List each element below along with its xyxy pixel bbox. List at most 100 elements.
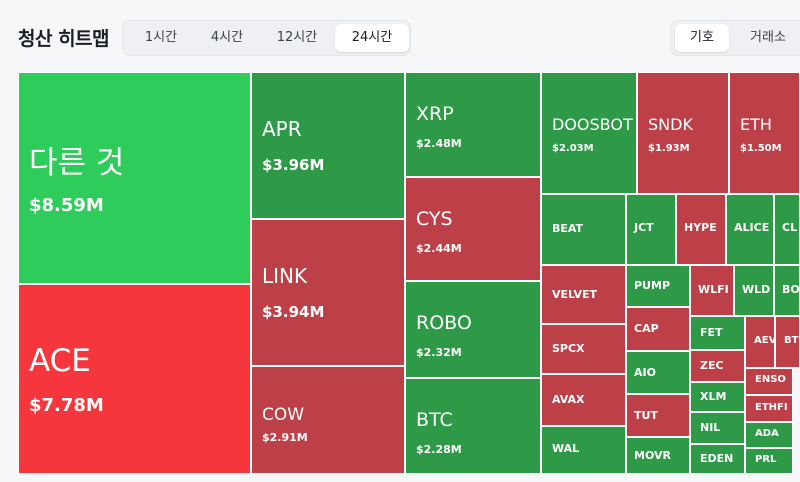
treemap-tile[interactable]: NIL <box>690 412 745 444</box>
tile-amount: $1.93M <box>648 143 690 154</box>
tile-symbol: BO <box>782 283 800 296</box>
tile-symbol: ETH <box>740 115 772 134</box>
tile-symbol: 다른 것 <box>29 145 125 181</box>
treemap-tile[interactable]: ADA <box>745 422 793 448</box>
treemap-tile[interactable]: HYPE <box>676 194 726 265</box>
tile-amount: $2.03M <box>552 143 594 154</box>
treemap-tile[interactable]: ROBO $2.32M <box>405 281 541 378</box>
tile-symbol: ADA <box>755 428 779 439</box>
treemap-tile[interactable]: PUMP <box>626 265 690 307</box>
treemap-tile[interactable]: ACE $7.78M <box>18 284 251 474</box>
tile-symbol: BTC <box>416 409 453 431</box>
tile-symbol: XLM <box>700 390 727 403</box>
tile-symbol: PUMP <box>634 279 671 292</box>
tile-symbol: DOOSBOT <box>552 115 633 134</box>
page-title: 청산 히트맵 <box>18 28 110 50</box>
treemap-tile[interactable]: BTC $2.28M <box>405 378 541 474</box>
tile-symbol: JCT <box>634 221 654 234</box>
treemap-tile[interactable]: APR $3.96M <box>251 72 405 219</box>
tile-symbol: MOVR <box>634 449 671 462</box>
tile-symbol: NIL <box>700 421 721 434</box>
tile-symbol: CYS <box>416 208 453 230</box>
tile-symbol: COW <box>262 405 305 425</box>
treemap-tile[interactable]: ALICE <box>726 194 774 265</box>
treemap-tile[interactable]: MOVR <box>626 437 690 474</box>
treemap-tile[interactable]: FET <box>690 316 745 350</box>
header-bar: 청산 히트맵 1시간 4시간 12시간 24시간 기호 거래소 <box>0 0 800 72</box>
tile-symbol: FET <box>700 326 723 339</box>
treemap-tile[interactable]: VELVET <box>541 265 626 324</box>
treemap-tile[interactable]: DOOSBOT $2.03M <box>541 72 637 194</box>
tile-amount: $3.96M <box>262 156 325 174</box>
tile-amount: $2.44M <box>416 242 462 255</box>
tile-symbol: APR <box>262 117 302 141</box>
tile-symbol: XRP <box>416 103 454 125</box>
time-option-1h[interactable]: 1시간 <box>144 30 178 45</box>
tile-symbol: ZEC <box>700 359 724 372</box>
treemap-tile[interactable]: XRP $2.48M <box>405 72 541 177</box>
treemap-tile[interactable]: TUT <box>626 394 690 437</box>
tile-symbol: WLFI <box>698 283 729 296</box>
group-option-symbol[interactable]: 기호 <box>675 24 729 52</box>
time-option-12h[interactable]: 12시간 <box>276 30 318 45</box>
treemap-tile[interactable]: ZEC <box>690 350 745 382</box>
treemap-tile[interactable]: JCT <box>626 194 676 265</box>
treemap-tile[interactable]: WAL <box>541 426 626 474</box>
tile-amount: $2.48M <box>416 137 462 150</box>
treemap-tile[interactable]: WLD <box>734 265 774 316</box>
treemap-tile[interactable]: ETHFI <box>745 395 793 422</box>
tile-symbol: WAL <box>552 442 580 455</box>
tile-symbol: ALICE <box>734 221 770 234</box>
treemap-tile[interactable]: ENSO <box>745 368 793 395</box>
tile-symbol: VELVET <box>552 288 598 301</box>
time-option-4h[interactable]: 4시간 <box>210 30 244 45</box>
tile-amount: $2.91M <box>262 431 308 444</box>
treemap-tile[interactable]: AEV <box>745 316 775 368</box>
tile-amount: $2.32M <box>416 346 462 359</box>
group-by-selector: 기호 거래소 <box>670 20 800 56</box>
treemap-tile[interactable]: CAP <box>626 307 690 351</box>
time-option-24h[interactable]: 24시간 <box>335 24 409 52</box>
tile-symbol: EDEN <box>700 452 734 465</box>
treemap-tile[interactable]: AIO <box>626 351 690 394</box>
treemap-tile[interactable]: XLM <box>690 382 745 412</box>
tile-amount: $3.94M <box>262 303 325 321</box>
treemap-tile[interactable]: EDEN <box>690 444 745 474</box>
treemap-tile[interactable]: SNDK $1.93M <box>637 72 729 194</box>
treemap-tile[interactable]: SPCX <box>541 324 626 374</box>
tile-symbol: AVAX <box>552 393 585 406</box>
treemap-tile[interactable]: BEAT <box>541 194 626 265</box>
treemap-tile[interactable]: 다른 것 $8.59M <box>18 72 251 284</box>
tile-symbol: BEAT <box>552 222 584 235</box>
treemap-tile[interactable]: COW $2.91M <box>251 366 405 474</box>
tile-symbol: BTR <box>784 335 799 346</box>
treemap-tile[interactable]: WLFI <box>690 265 734 316</box>
tile-amount: $1.50M <box>740 143 782 154</box>
tile-symbol: ETHFI <box>755 402 788 413</box>
treemap-tile[interactable]: AVAX <box>541 374 626 426</box>
tile-symbol: SPCX <box>552 342 585 355</box>
group-option-exchange[interactable]: 거래소 <box>750 30 786 45</box>
tile-symbol: AEV <box>754 335 775 346</box>
tile-symbol: HYPE <box>684 221 717 234</box>
tile-symbol: PRL <box>755 454 777 465</box>
treemap-tile[interactable]: CL <box>774 194 800 265</box>
tile-symbol: SNDK <box>648 115 693 134</box>
treemap-tile[interactable]: BO <box>774 265 800 316</box>
time-range-selector: 1시간 4시간 12시간 24시간 <box>122 20 411 56</box>
treemap-tile[interactable]: ETH $1.50M <box>729 72 800 194</box>
tile-amount: $7.78M <box>29 395 104 416</box>
tile-symbol: CL <box>782 221 798 234</box>
tile-amount: $8.59M <box>29 195 104 216</box>
treemap-tile[interactable]: BTR <box>775 316 800 368</box>
tile-symbol: AIO <box>634 366 656 379</box>
tile-symbol: ACE <box>29 343 91 379</box>
treemap-tile[interactable]: PRL <box>745 448 793 474</box>
tile-symbol: CAP <box>634 322 659 335</box>
tile-symbol: LINK <box>262 264 308 288</box>
tile-amount: $2.28M <box>416 443 462 456</box>
treemap-tile[interactable]: LINK $3.94M <box>251 219 405 366</box>
tile-symbol: WLD <box>742 283 771 296</box>
treemap-tile[interactable]: CYS $2.44M <box>405 177 541 281</box>
